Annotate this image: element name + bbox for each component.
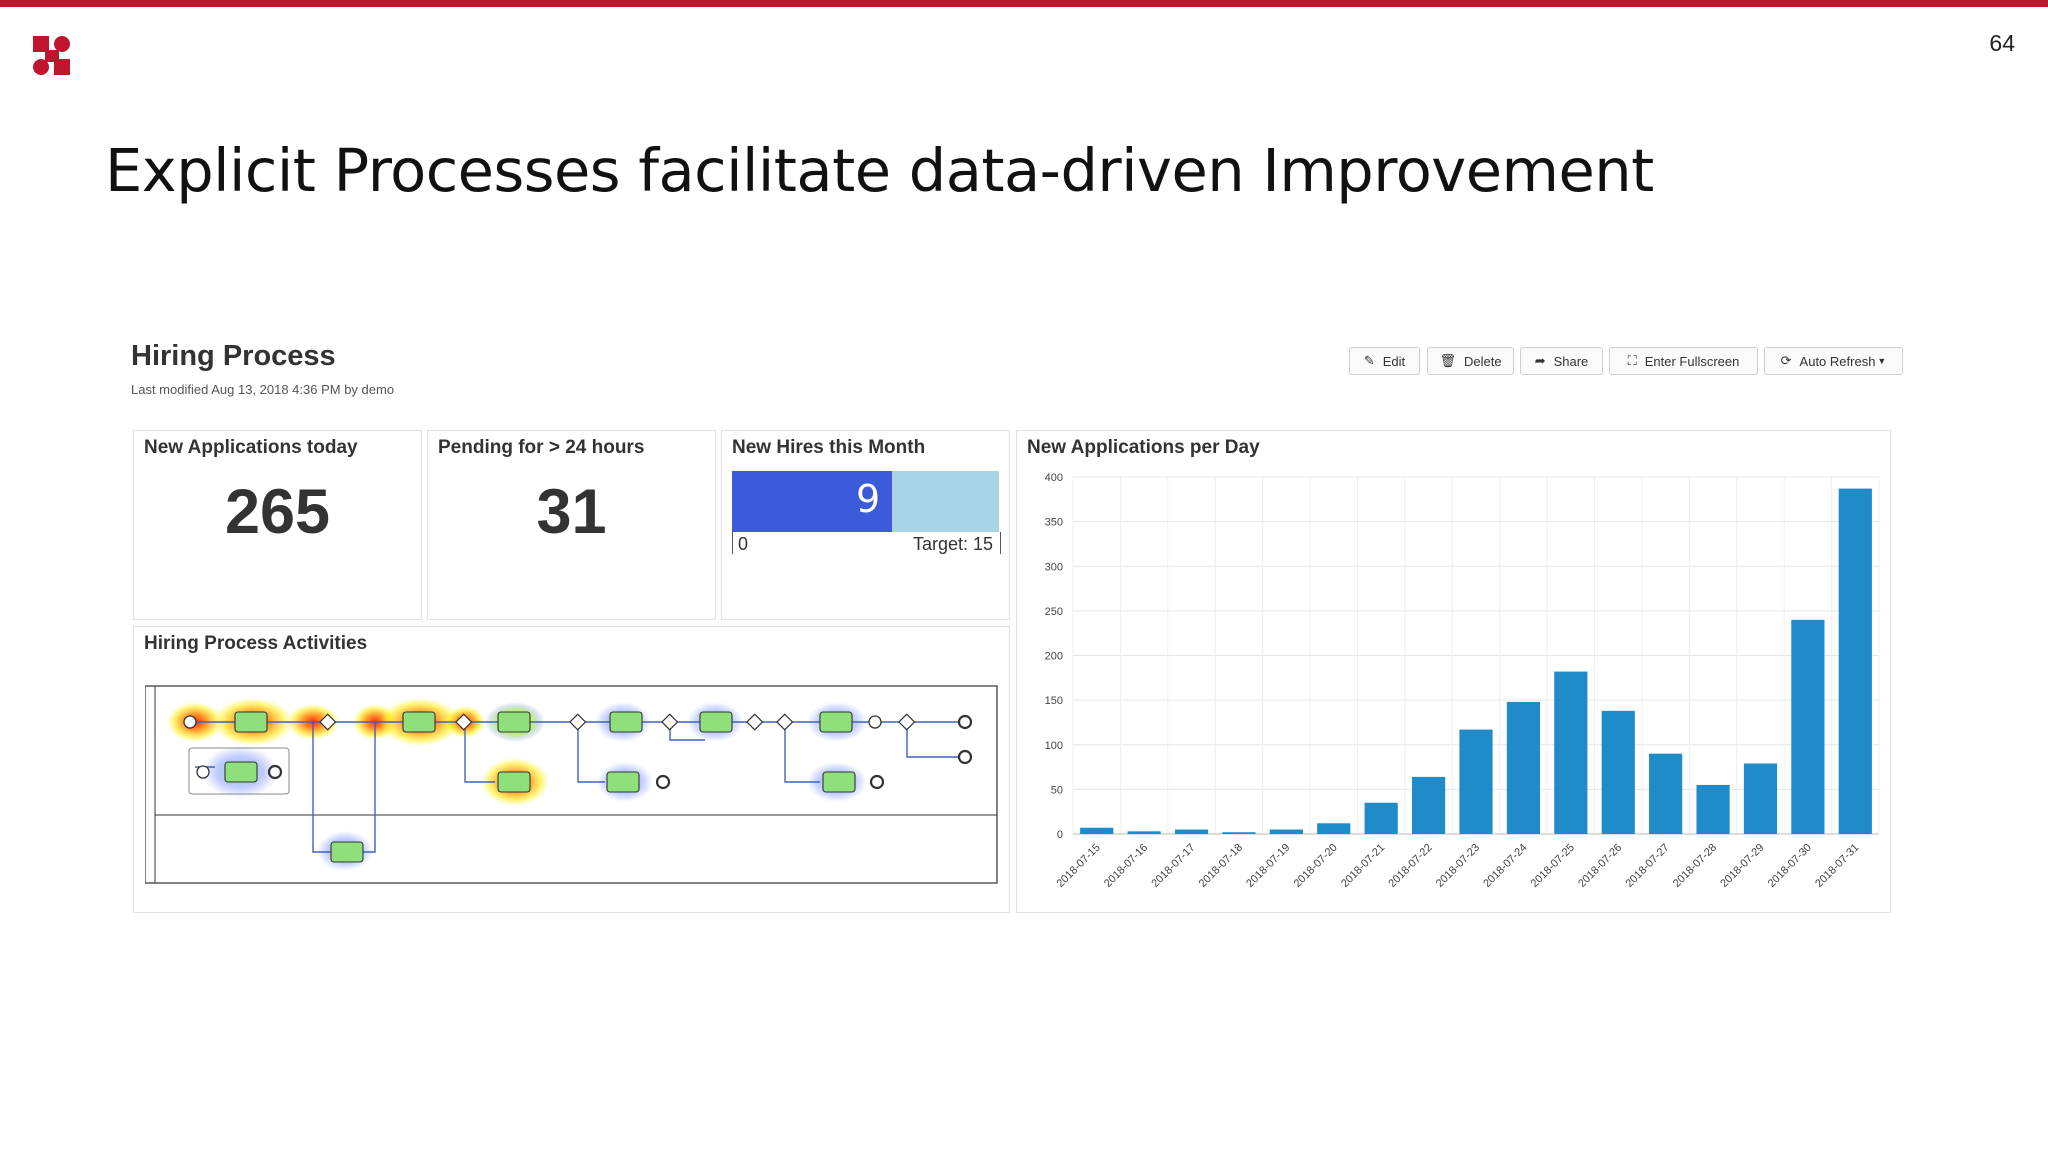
- y-tick-label: 350: [1045, 517, 1063, 529]
- bar: [1459, 729, 1493, 834]
- y-tick-label: 200: [1045, 651, 1063, 663]
- x-tick-label: 2018-07-24: [1481, 842, 1529, 890]
- panel-new-hires: New Hires this Month 9 0 Target: 15: [721, 430, 1010, 620]
- panel-title: Hiring Process Activities: [144, 633, 368, 654]
- edit-button[interactable]: ✎ Edit: [1349, 347, 1420, 375]
- bar: [1506, 701, 1541, 834]
- enter-fullscreen-button[interactable]: ⛶ Enter Fullscreen: [1609, 347, 1758, 375]
- panel-hiring-process-activities: Hiring Process Activities: [133, 626, 1010, 913]
- x-tick-label: 2018-07-25: [1529, 842, 1577, 890]
- fullscreen-button-label: Enter Fullscreen: [1644, 353, 1740, 369]
- bar: [1364, 802, 1398, 834]
- x-tick-label: 2018-07-26: [1576, 842, 1624, 890]
- y-tick-label: 100: [1045, 740, 1063, 752]
- bar: [1222, 832, 1256, 834]
- x-tick-label: 2018-07-16: [1102, 842, 1150, 890]
- x-tick-label: 2018-07-29: [1718, 842, 1766, 890]
- expand-icon: ⛶: [1627, 353, 1637, 368]
- x-tick-label: 2018-07-21: [1339, 842, 1387, 890]
- x-tick-label: 2018-07-17: [1149, 842, 1197, 890]
- panel-title: Pending for > 24 hours: [438, 437, 645, 458]
- delete-button[interactable]: 🗑 Delete: [1427, 347, 1514, 375]
- slide-title: Explicit Processes facilitate data-drive…: [105, 136, 1654, 205]
- dashboard-meta: Last modified Aug 13, 2018 4:36 PM by de…: [131, 382, 395, 397]
- gauge-axis: [732, 532, 1001, 554]
- dashboard-title: Hiring Process: [131, 340, 336, 372]
- x-tick-label: 2018-07-23: [1434, 842, 1482, 890]
- x-tick-label: 2018-07-27: [1623, 842, 1671, 890]
- panel-pending: Pending for > 24 hours 31: [427, 430, 716, 620]
- y-tick-label: 150: [1045, 695, 1063, 707]
- x-tick-label: 2018-07-18: [1197, 842, 1245, 890]
- panel-title: New Applications today: [144, 437, 358, 458]
- panel-title: New Applications per Day: [1027, 437, 1260, 458]
- pending-value: 31: [536, 477, 607, 547]
- x-tick-label: 2018-07-20: [1292, 842, 1340, 890]
- top-accent-bar: [0, 0, 2048, 7]
- y-tick-label: 250: [1045, 606, 1063, 618]
- bar: [1269, 829, 1303, 834]
- auto-refresh-button-label: Auto Refresh: [1799, 353, 1876, 369]
- y-tick-label: 50: [1051, 784, 1063, 796]
- bar: [1838, 488, 1872, 834]
- gauge-min-label: 0: [738, 534, 749, 554]
- gauge-target-label: Target: 15: [912, 534, 993, 554]
- bar: [1317, 823, 1351, 834]
- process-heatmap-diagram: [145, 685, 998, 884]
- new-applications-today-value: 265: [224, 477, 331, 547]
- x-tick-label: 2018-07-30: [1766, 842, 1814, 890]
- auto-refresh-button[interactable]: ⟳ Auto Refresh ▼: [1764, 347, 1903, 375]
- delete-button-label: Delete: [1463, 353, 1502, 369]
- bar: [1554, 671, 1588, 834]
- panel-title: New Hires this Month: [732, 437, 926, 458]
- slide-number: 64: [1989, 30, 2015, 56]
- x-tick-label: 2018-07-31: [1813, 842, 1861, 890]
- gauge-fill-bar: [732, 471, 892, 532]
- bar: [1127, 831, 1161, 834]
- bar: [1791, 619, 1825, 834]
- gauge-remaining-bar: [892, 471, 999, 532]
- bar: [1411, 776, 1446, 834]
- refresh-icon: ⟳: [1780, 353, 1792, 368]
- x-tick-label: 2018-07-19: [1244, 842, 1292, 890]
- share-button[interactable]: ➦ Share: [1520, 347, 1603, 375]
- y-tick-label: 300: [1045, 561, 1063, 573]
- new-hires-value: 9: [856, 477, 881, 521]
- bar: [1743, 763, 1778, 834]
- x-tick-label: 2018-07-15: [1055, 842, 1103, 890]
- brand-logo: [33, 36, 70, 75]
- bar: [1601, 710, 1635, 834]
- pencil-icon: ✎: [1363, 353, 1375, 368]
- edit-button-label: Edit: [1382, 353, 1406, 369]
- panel-new-applications-per-day: New Applications per Day 0 50 100 150 200 250…: [1016, 430, 1891, 913]
- caret-down-icon: ▼: [1877, 356, 1887, 366]
- bar: [1080, 827, 1114, 834]
- x-tick-label: 2018-07-28: [1671, 842, 1719, 890]
- bar: [1649, 753, 1683, 834]
- share-button-label: Share: [1553, 353, 1589, 369]
- trash-icon: 🗑: [1439, 353, 1456, 368]
- bar: [1174, 829, 1209, 834]
- bar: [1696, 784, 1730, 834]
- x-tick-label: 2018-07-22: [1386, 842, 1434, 890]
- y-tick-label: 400: [1045, 472, 1063, 484]
- share-arrow-icon: ➦: [1534, 353, 1546, 368]
- y-tick-label: 0: [1057, 829, 1063, 841]
- panel-new-applications-today: New Applications today 265: [133, 430, 422, 620]
